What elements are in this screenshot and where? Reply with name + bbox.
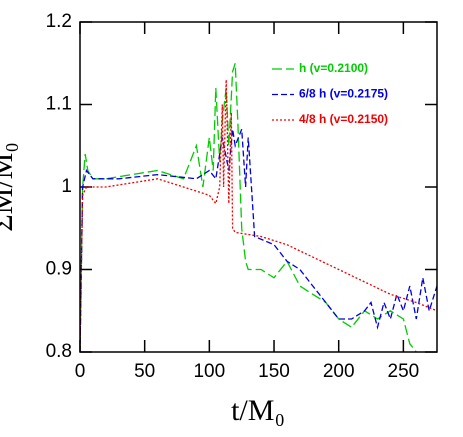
x-tick-label: 0 [75,361,86,382]
legend-label: 6/8 h (v=0.2175) [299,87,388,101]
x-tick-label: 50 [134,361,155,382]
series-line [80,128,437,352]
x-tick-label: 100 [193,361,225,382]
y-axis-title: ΣM/M₀ [0,142,19,232]
x-axis-title: t/M₀ [231,394,285,427]
y-tick-label: 1 [61,176,72,197]
y-tick-label: 1.2 [46,11,72,32]
series-line [80,63,417,352]
y-tick-label: 0.8 [46,341,72,362]
x-tick-label: 150 [258,361,290,382]
plot-frame [79,21,438,353]
y-tick-label: 1.1 [46,94,72,115]
x-tick-label: 250 [388,361,420,382]
series-line [80,79,437,352]
legend-label: 4/8 h (v=0.2150) [299,112,388,126]
x-tick-label: 200 [323,361,355,382]
legend-label: h (v=0.2100) [299,61,368,75]
y-tick-label: 0.9 [46,259,72,280]
